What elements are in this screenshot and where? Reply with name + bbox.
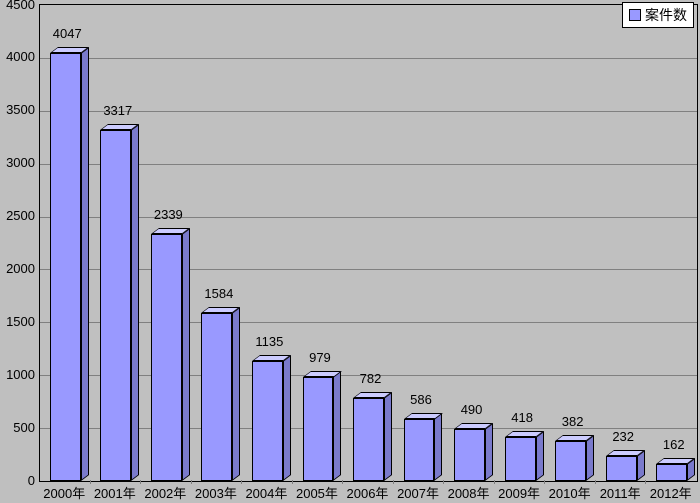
- bar-value-label: 3317: [94, 103, 141, 118]
- bar-face: [505, 437, 536, 481]
- bar-value-label: 418: [499, 410, 546, 425]
- ytick-label: 2000: [0, 261, 35, 276]
- bar: 418: [495, 5, 546, 481]
- bar-face: [252, 361, 283, 481]
- bar-side: [485, 423, 493, 481]
- bar: 3317: [91, 5, 142, 481]
- ytick-label: 3500: [0, 102, 35, 117]
- bar: 586: [394, 5, 445, 481]
- bar: 782: [343, 5, 394, 481]
- bar-face: [454, 429, 485, 481]
- xaxis-tick: [90, 480, 91, 484]
- bar-value-label: 232: [600, 429, 647, 444]
- bar-side: [586, 435, 594, 481]
- xaxis-label: 2009年: [494, 483, 545, 502]
- bar: 162: [646, 5, 697, 481]
- bar-side: [182, 228, 190, 481]
- xaxis-label: 2003年: [191, 483, 242, 502]
- bar: 232: [596, 5, 647, 481]
- bar: 2339: [141, 5, 192, 481]
- legend-label: 案件数: [645, 5, 687, 25]
- xaxis-tick: [595, 480, 596, 484]
- bar-value-label: 1135: [246, 334, 293, 349]
- bar-value-label: 162: [650, 437, 697, 452]
- bar: 1584: [192, 5, 243, 481]
- xaxis-label: 2010年: [544, 483, 595, 502]
- bar-face: [50, 53, 81, 481]
- bar-side: [434, 413, 442, 481]
- ytick-label: 1500: [0, 314, 35, 329]
- xaxis-tick: [544, 480, 545, 484]
- bar: 490: [444, 5, 495, 481]
- bar: 4047: [40, 5, 91, 481]
- ytick-label: 1000: [0, 367, 35, 382]
- bar-face: [404, 419, 435, 481]
- xaxis-label: 2002年: [140, 483, 191, 502]
- bar-value-label: 382: [549, 414, 596, 429]
- ytick-label: 500: [0, 420, 35, 435]
- bar-side: [637, 450, 645, 481]
- bar: 1135: [242, 5, 293, 481]
- xaxis-label: 2000年: [39, 483, 90, 502]
- xaxis-tick: [191, 480, 192, 484]
- bar-value-label: 1584: [195, 286, 242, 301]
- bar: 979: [293, 5, 344, 481]
- xaxis-tick: [292, 480, 293, 484]
- bar-side: [333, 371, 341, 481]
- plot-area: 4047 3317 2339 1584 1135 979782 586490 418382 23…: [39, 4, 698, 482]
- bar-face: [201, 313, 232, 481]
- legend: 案件数: [622, 2, 694, 28]
- bar-value-label: 2339: [145, 207, 192, 222]
- ytick-label: 4500: [0, 0, 35, 12]
- xaxis-label: 2011年: [595, 483, 646, 502]
- bar-value-label: 490: [448, 402, 495, 417]
- bar-side: [81, 47, 89, 481]
- bar-face: [353, 398, 384, 481]
- xaxis-tick: [645, 480, 646, 484]
- xaxis-tick: [241, 480, 242, 484]
- bar-face: [303, 377, 334, 481]
- bar-side: [283, 355, 291, 481]
- xaxis-label: 2012年: [645, 483, 696, 502]
- xaxis-tick: [443, 480, 444, 484]
- bar-side: [131, 124, 139, 481]
- xaxis-label: 2005年: [292, 483, 343, 502]
- bar-chart: 4047 3317 2339 1584 1135 979782 586490 418382 23…: [0, 0, 700, 503]
- ytick-label: 0: [0, 473, 35, 488]
- bar-face: [151, 234, 182, 481]
- ytick-label: 2500: [0, 208, 35, 223]
- bar-face: [100, 130, 131, 481]
- xaxis-tick: [494, 480, 495, 484]
- bar-value-label: 979: [297, 350, 344, 365]
- xaxis-label: 2004年: [241, 483, 292, 502]
- xaxis-label: 2006年: [342, 483, 393, 502]
- xaxis-tick: [140, 480, 141, 484]
- bar-face: [606, 456, 637, 481]
- legend-swatch: [629, 9, 641, 21]
- xaxis-tick: [393, 480, 394, 484]
- xaxis-label: 2001年: [90, 483, 141, 502]
- ytick-label: 3000: [0, 155, 35, 170]
- bar: 382: [545, 5, 596, 481]
- bar-value-label: 782: [347, 371, 394, 386]
- ytick-label: 4000: [0, 49, 35, 64]
- bar-face: [555, 441, 586, 481]
- bar-side: [232, 307, 240, 481]
- bar-side: [536, 431, 544, 481]
- xaxis-label: 2007年: [393, 483, 444, 502]
- bar-face: [656, 464, 687, 481]
- xaxis-label: 2008年: [443, 483, 494, 502]
- bar-side: [384, 392, 392, 481]
- bar-value-label: 4047: [44, 26, 91, 41]
- bar-value-label: 586: [398, 392, 445, 407]
- bar-side: [687, 458, 695, 481]
- xaxis-tick: [342, 480, 343, 484]
